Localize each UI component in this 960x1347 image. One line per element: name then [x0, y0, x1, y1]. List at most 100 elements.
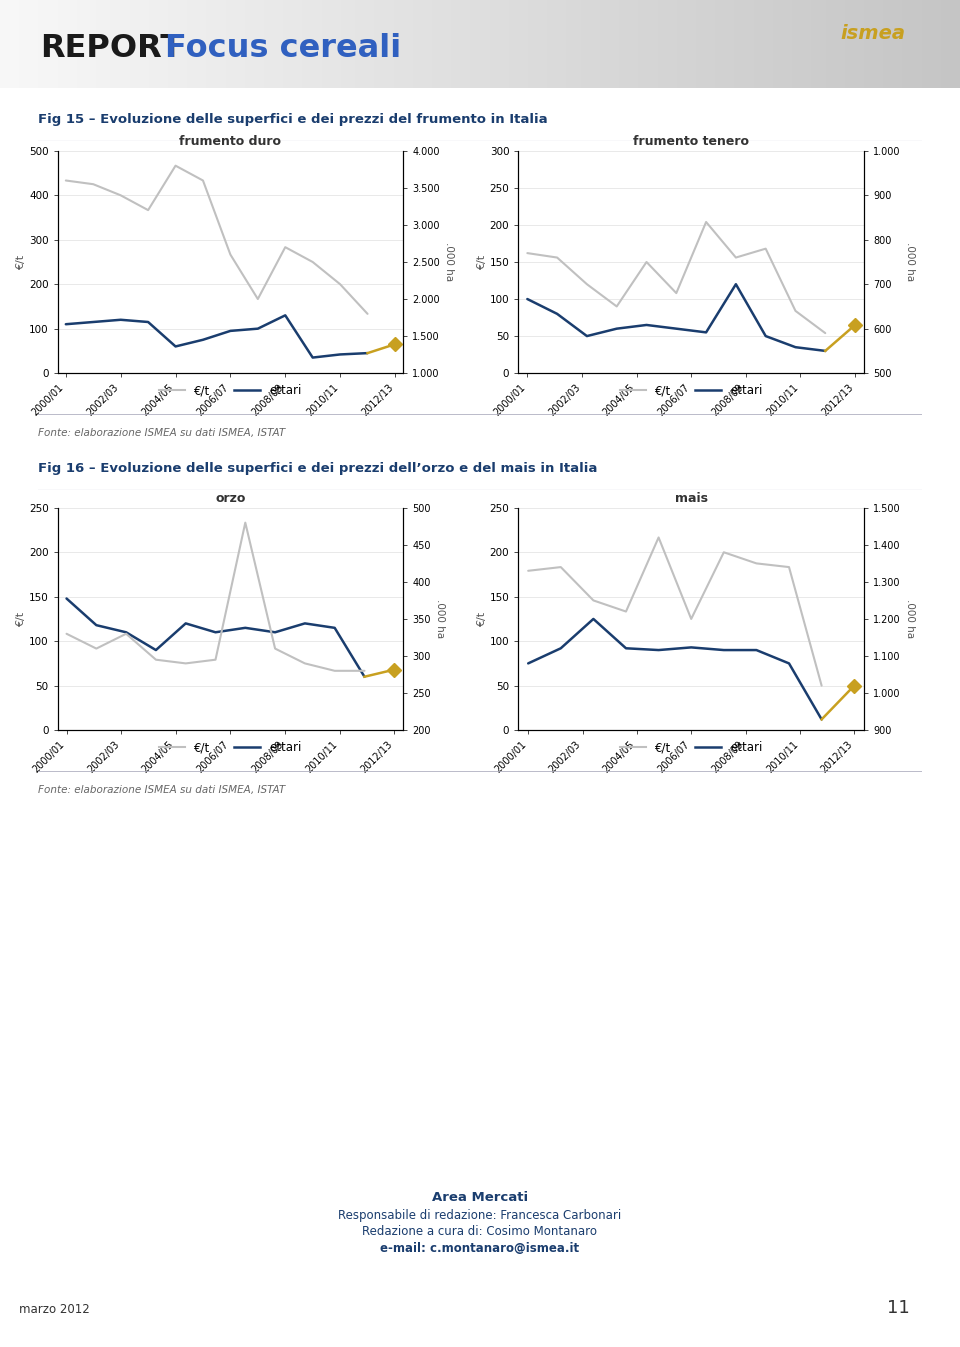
Bar — [686, 0, 691, 88]
Bar — [293, 0, 298, 88]
Text: Focus cereali: Focus cereali — [165, 32, 401, 63]
Bar — [235, 0, 240, 88]
Bar — [120, 0, 125, 88]
Bar — [350, 0, 355, 88]
Bar — [950, 0, 955, 88]
Bar — [643, 0, 648, 88]
Y-axis label: .000 ha: .000 ha — [904, 242, 915, 282]
Bar — [96, 0, 101, 88]
Bar — [442, 0, 446, 88]
Bar — [322, 0, 326, 88]
Bar — [941, 0, 946, 88]
Bar — [62, 0, 67, 88]
Text: Fig 15 – Evoluzione delle superfici e dei prezzi del frumento in Italia: Fig 15 – Evoluzione delle superfici e de… — [38, 113, 548, 127]
Bar — [422, 0, 427, 88]
Bar — [696, 0, 701, 88]
Bar — [202, 0, 206, 88]
Bar — [648, 0, 653, 88]
Bar — [499, 0, 504, 88]
Bar — [653, 0, 658, 88]
Bar — [278, 0, 283, 88]
Bar — [566, 0, 571, 88]
Bar — [811, 0, 816, 88]
Bar — [595, 0, 600, 88]
Bar — [926, 0, 931, 88]
Bar — [677, 0, 682, 88]
Bar — [106, 0, 110, 88]
Y-axis label: .000 ha: .000 ha — [444, 242, 454, 282]
Bar — [878, 0, 883, 88]
Bar — [110, 0, 115, 88]
Bar — [374, 0, 379, 88]
Bar — [725, 0, 730, 88]
Bar — [667, 0, 672, 88]
Bar — [523, 0, 528, 88]
Bar — [830, 0, 835, 88]
Bar — [149, 0, 154, 88]
Bar — [43, 0, 48, 88]
Bar — [86, 0, 91, 88]
Bar — [370, 0, 374, 88]
Bar — [835, 0, 840, 88]
Bar — [787, 0, 792, 88]
Bar — [720, 0, 725, 88]
Bar — [360, 0, 365, 88]
Bar — [302, 0, 307, 88]
Y-axis label: €/t: €/t — [16, 612, 26, 626]
Legend: €/t, ettari: €/t, ettari — [155, 737, 306, 758]
Bar — [883, 0, 888, 88]
Bar — [398, 0, 403, 88]
Bar — [893, 0, 898, 88]
Bar — [259, 0, 264, 88]
Bar — [744, 0, 749, 88]
Bar — [14, 0, 19, 88]
Text: Redazione a cura di: Cosimo Montanaro: Redazione a cura di: Cosimo Montanaro — [363, 1226, 597, 1238]
Bar — [389, 0, 394, 88]
Bar — [547, 0, 552, 88]
Bar — [394, 0, 398, 88]
Bar — [672, 0, 677, 88]
Bar — [379, 0, 384, 88]
Bar — [10, 0, 14, 88]
Bar — [101, 0, 106, 88]
Bar — [571, 0, 576, 88]
Bar — [586, 0, 590, 88]
Bar — [734, 0, 739, 88]
Bar — [264, 0, 269, 88]
Bar — [53, 0, 58, 88]
Bar — [38, 0, 43, 88]
Bar — [821, 0, 826, 88]
Bar — [413, 0, 418, 88]
Title: orzo: orzo — [215, 492, 246, 505]
Bar — [763, 0, 768, 88]
Y-axis label: €/t: €/t — [16, 255, 26, 269]
Bar — [67, 0, 72, 88]
Bar — [461, 0, 466, 88]
Bar — [168, 0, 173, 88]
Bar — [706, 0, 710, 88]
Bar — [230, 0, 235, 88]
Y-axis label: €/t: €/t — [477, 612, 487, 626]
Bar — [173, 0, 178, 88]
Bar — [485, 0, 490, 88]
Bar — [518, 0, 523, 88]
Bar — [758, 0, 763, 88]
Bar — [907, 0, 912, 88]
Bar — [475, 0, 480, 88]
Bar — [34, 0, 38, 88]
Bar — [605, 0, 610, 88]
Bar — [710, 0, 715, 88]
Bar — [432, 0, 437, 88]
Bar — [931, 0, 936, 88]
Bar — [936, 0, 941, 88]
Y-axis label: .000 ha: .000 ha — [905, 599, 915, 638]
Bar — [533, 0, 538, 88]
Bar — [638, 0, 643, 88]
Text: Fonte: elaborazione ISMEA su dati ISMEA, ISTAT: Fonte: elaborazione ISMEA su dati ISMEA,… — [38, 785, 286, 795]
Bar — [701, 0, 706, 88]
Bar — [619, 0, 624, 88]
Bar — [562, 0, 566, 88]
Bar — [624, 0, 629, 88]
Bar — [955, 0, 960, 88]
Bar — [221, 0, 226, 88]
